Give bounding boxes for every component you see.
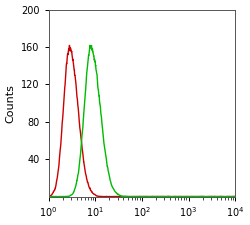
Y-axis label: Counts: Counts [6, 84, 16, 123]
